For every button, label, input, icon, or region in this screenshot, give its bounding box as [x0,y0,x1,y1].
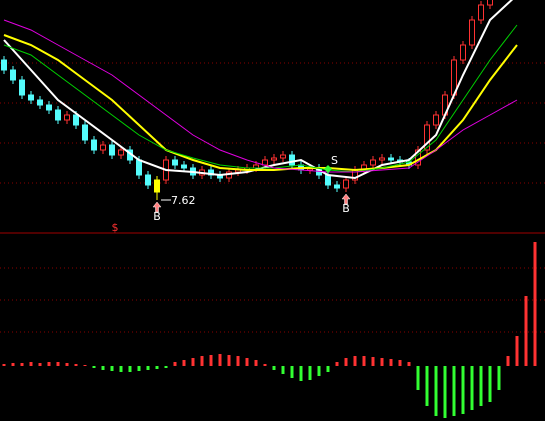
candle-body [343,179,349,189]
candle-body [271,157,277,161]
candle-body [433,114,439,126]
signal-label: S [331,154,338,167]
candle-body [388,157,394,161]
candle-body [172,159,178,166]
candle-body [28,94,34,101]
candle-body [469,19,475,46]
marker-symbol: $ [112,221,119,234]
candle-body [1,59,7,71]
candle-body [487,0,493,6]
candle-body [370,159,376,166]
low-label: 7.62 [171,194,196,207]
sell-marker [324,165,332,173]
candle-body [478,4,484,21]
candle-body [100,144,106,151]
signal-label: B [342,202,350,215]
signal-label: B [153,210,161,223]
candle-body [46,104,52,111]
candle-body [91,139,97,151]
candle-body [145,174,151,186]
candle-body [19,79,25,96]
candle-body [10,69,16,81]
candle-body [37,99,43,106]
candle-body [334,184,340,189]
moving-average [3,24,518,173]
candle-body [109,144,115,156]
candle-body [424,124,430,151]
candle-body [136,159,142,176]
candle-body [82,124,88,141]
candle-body [73,114,79,126]
candle-body [154,179,160,193]
candle-body [64,114,70,121]
candle-body [262,159,268,166]
candle-body [181,164,187,169]
candle-body [460,44,466,61]
moving-average [3,19,518,173]
candle-body [280,154,286,159]
candle-body [55,109,61,121]
buy-arrow [341,193,351,205]
candle-body [379,157,385,161]
candle-body [325,174,331,186]
candle-body [118,149,124,156]
buy-arrow [152,201,162,213]
candle-body [289,154,295,166]
